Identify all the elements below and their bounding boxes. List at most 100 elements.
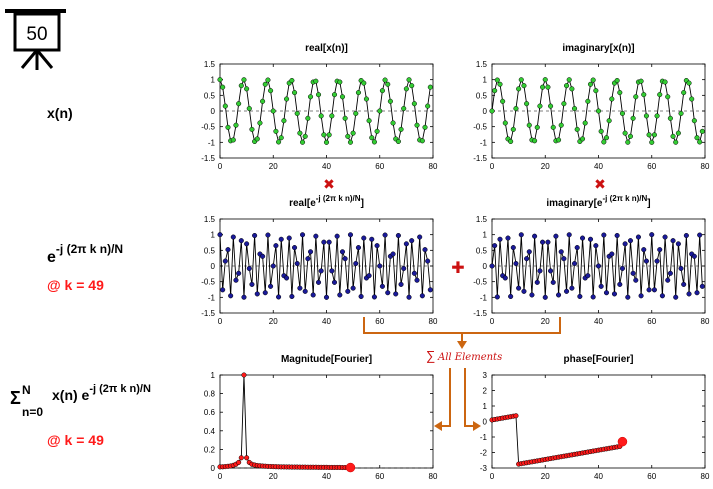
data-point: [662, 79, 668, 85]
data-point: [236, 101, 242, 107]
data-point: [492, 88, 498, 94]
data-point: [569, 86, 575, 92]
data-point: [355, 245, 362, 251]
data-point: [270, 263, 276, 269]
data-point: [339, 94, 346, 100]
data-point: [564, 288, 570, 294]
x-tick-label: 60: [647, 472, 656, 481]
data-point: [649, 232, 655, 238]
data-point: [609, 251, 615, 257]
data-point: [318, 113, 324, 119]
data-point: [244, 241, 250, 247]
data-point: [411, 270, 417, 276]
data-point: [590, 294, 596, 300]
data-point: [361, 235, 367, 241]
arrow-left-icon: [434, 421, 442, 431]
x-tick-label: 0: [218, 162, 223, 171]
data-point: [382, 232, 388, 238]
data-point: [329, 268, 335, 274]
sum-term-base: x(n) e: [52, 387, 90, 403]
data-point: [323, 294, 330, 300]
y-tick-label: 1.5: [476, 60, 488, 69]
chart-title-text: phase[Fourier]: [563, 354, 633, 365]
data-point: [550, 124, 556, 130]
x-tick-label: 20: [541, 472, 550, 481]
data-point: [579, 136, 586, 142]
data-point: [516, 86, 522, 92]
y-tick-label: 0.6: [204, 408, 216, 417]
x-tick-label: 40: [322, 162, 331, 171]
x-tick-label: 60: [375, 472, 384, 481]
data-point: [489, 108, 495, 114]
data-point: [238, 238, 244, 244]
data-point: [601, 139, 607, 145]
data-point: [241, 294, 247, 300]
data-point: [289, 293, 295, 300]
data-point: [548, 103, 554, 109]
data-point: [414, 122, 420, 128]
data-point: [497, 236, 503, 242]
y-tick-label: -0.5: [473, 278, 487, 287]
data-point: [689, 96, 695, 102]
y-tick-label: 0.5: [204, 246, 216, 255]
data-point: [236, 270, 242, 276]
data-point: [246, 265, 252, 272]
data-point: [422, 247, 428, 253]
y-tick-label: -1: [480, 138, 488, 147]
x-tick-label: 60: [375, 317, 384, 326]
data-point: [270, 108, 276, 114]
data-point: [398, 281, 404, 287]
y-tick-label: 1: [483, 76, 488, 85]
chart-imag_x: imaginary[x(n)] 0 20 40 60 80 1.5 1 0.5 0 -0.5 -1 -1…: [473, 43, 710, 171]
data-point: [276, 294, 282, 300]
data-point: [355, 90, 362, 96]
data-point: [622, 241, 628, 247]
data-point: [294, 260, 300, 267]
data-point: [326, 132, 332, 138]
chart-title-text: real[e: [289, 198, 316, 209]
data-point: [556, 137, 562, 143]
data-point: [419, 293, 425, 299]
data-point: [241, 372, 247, 378]
y-tick-label: 0.5: [204, 91, 216, 100]
kernel-base: e: [47, 249, 56, 266]
data-point: [220, 84, 226, 90]
data-point: [619, 110, 626, 117]
data-point: [510, 245, 516, 251]
data-point: [292, 245, 298, 251]
chart-title-text: imaginary[x(n)]: [562, 43, 634, 54]
data-point: [307, 94, 314, 100]
data-point: [665, 94, 671, 100]
y-tick-label: 3: [483, 371, 488, 380]
data-point: [659, 293, 665, 299]
data-point: [651, 132, 657, 138]
data-point: [401, 105, 407, 112]
data-point: [347, 139, 354, 145]
data-point: [617, 281, 623, 287]
data-point: [249, 126, 255, 132]
data-point: [329, 113, 335, 119]
y-tick-label: 0: [483, 418, 488, 427]
data-point: [673, 294, 679, 300]
add-icon: ✚: [451, 260, 464, 277]
data-point: [601, 232, 607, 238]
y-tick-label: 1: [483, 231, 488, 240]
data-point: [489, 263, 495, 269]
connector-right: [464, 368, 475, 427]
y-tick-label: 0.5: [476, 246, 488, 255]
data-point: [641, 247, 647, 253]
data-point: [323, 139, 330, 145]
data-point: [321, 132, 327, 138]
y-tick-label: 0: [483, 262, 488, 271]
chart-phase: phase[Fourier] 0 20 40 60 80 3 2 1 0 -1 -2 -3: [480, 354, 710, 481]
data-point: [524, 256, 530, 262]
data-point: [574, 126, 580, 132]
y-tick-label: 0: [211, 464, 216, 473]
chart-real_x: real[x(n)] 0 20 40 60 80 1.5 1 0.5 0 -0.5 -1 -1.5: [201, 43, 438, 171]
data-point: [619, 265, 626, 272]
y-tick-label: -0.5: [201, 278, 215, 287]
chart-title: imaginary[e-j (2π k n)/N]: [546, 194, 650, 209]
data-point: [273, 128, 279, 134]
x-tick-label: 20: [269, 317, 278, 326]
data-point: [286, 235, 292, 241]
